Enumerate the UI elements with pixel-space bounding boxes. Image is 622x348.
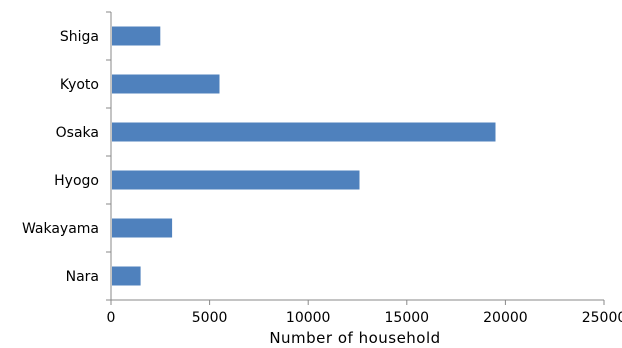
x-tick-label-25000: 25000: [582, 310, 622, 326]
labels-layer: Shiga Kyoto Osaka Hyogo Wakayama Nara 0 5000 100…: [22, 29, 622, 326]
x-tick-label-0: 0: [107, 310, 116, 326]
x-tick-label-10000: 10000: [286, 310, 331, 326]
category-label-nara: Nara: [66, 269, 99, 285]
x-tick-label-20000: 20000: [483, 310, 528, 326]
category-label-wakayama: Wakayama: [22, 221, 99, 237]
category-label-kyoto: Kyoto: [60, 77, 99, 93]
x-tick-label-5000: 5000: [192, 310, 228, 326]
x-axis-title: Number of household: [269, 329, 440, 347]
bar-nara: [112, 266, 141, 286]
bar-kyoto: [112, 74, 220, 94]
axes-layer: [106, 11, 605, 305]
bar-shiga: [112, 26, 161, 46]
bar-wakayama: [112, 218, 173, 238]
x-tick-label-15000: 15000: [385, 310, 430, 326]
bar-hyogo: [112, 170, 360, 190]
category-label-shiga: Shiga: [60, 29, 99, 45]
category-label-osaka: Osaka: [56, 125, 99, 141]
bars-layer: [112, 26, 496, 286]
bar-osaka: [112, 122, 496, 142]
category-label-hyogo: Hyogo: [54, 173, 99, 189]
